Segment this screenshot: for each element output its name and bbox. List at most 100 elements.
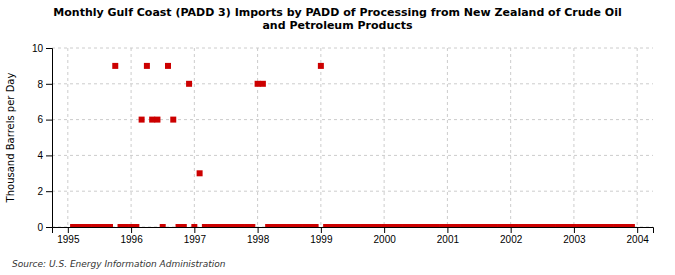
- point: [460, 224, 466, 227]
- grid-line-x: [320, 48, 321, 227]
- y-tick: 4: [37, 150, 52, 161]
- x-tick-label: 2003: [563, 234, 586, 245]
- y-tick-label: 4: [37, 150, 43, 161]
- grid: [52, 48, 653, 227]
- y-tick: 6: [37, 114, 52, 125]
- grid-line-y: [52, 191, 653, 192]
- point: [444, 224, 450, 227]
- point: [465, 224, 471, 227]
- grid-line-x: [573, 48, 574, 227]
- x-tick-mark: [511, 227, 512, 233]
- point: [260, 81, 266, 87]
- y-axis-line: [46, 49, 53, 228]
- point: [255, 81, 261, 87]
- point: [407, 224, 413, 227]
- point: [139, 117, 145, 123]
- point: [497, 224, 503, 227]
- x-tick: 2003: [563, 227, 586, 245]
- x-tick-mark: [194, 227, 195, 233]
- point: [376, 224, 382, 227]
- point: [323, 224, 329, 227]
- point: [339, 224, 345, 227]
- x-tick-label: 2000: [374, 234, 397, 245]
- point: [86, 224, 92, 227]
- point: [587, 224, 593, 227]
- point: [450, 224, 456, 227]
- point: [502, 224, 508, 227]
- point: [297, 224, 303, 227]
- point: [576, 224, 582, 227]
- point: [523, 224, 529, 227]
- point: [571, 224, 577, 227]
- point: [481, 224, 487, 227]
- point: [234, 224, 240, 227]
- x-axis-line: [53, 228, 654, 234]
- point: [592, 224, 598, 227]
- y-tick-mark: [46, 227, 52, 228]
- point: [608, 224, 614, 227]
- grid-line-y: [52, 83, 653, 84]
- y-tick-mark: [46, 155, 52, 156]
- point: [487, 224, 493, 227]
- point: [518, 224, 524, 227]
- point: [207, 224, 213, 227]
- point: [123, 224, 129, 227]
- point: [529, 224, 535, 227]
- point: [96, 224, 102, 227]
- x-tick-mark: [321, 227, 322, 233]
- y-tick-label: 6: [37, 114, 43, 125]
- title-line: and Petroleum Products: [262, 19, 413, 32]
- grid-line-x: [510, 48, 511, 227]
- point: [270, 224, 276, 227]
- x-tick: 1997: [184, 227, 207, 245]
- x-tick-label: 2002: [500, 234, 523, 245]
- x-tick-label: 1995: [57, 234, 80, 245]
- grid-line-x: [131, 48, 132, 227]
- point: [133, 224, 139, 227]
- y-tick: 10: [32, 43, 52, 54]
- point: [603, 224, 609, 227]
- point: [613, 224, 619, 227]
- x-tick-label: 2001: [437, 234, 460, 245]
- point: [276, 224, 282, 227]
- y-tick: 0: [37, 222, 52, 233]
- point: [624, 224, 630, 227]
- point: [392, 224, 398, 227]
- point: [191, 224, 197, 227]
- title: Monthly Gulf Coast (PADD 3) Imports by P…: [53, 6, 621, 32]
- x-tick: 1995: [57, 227, 80, 245]
- x-tick-mark: [637, 227, 638, 233]
- point: [154, 117, 160, 123]
- y-tick-label: 10: [32, 43, 44, 54]
- source: Source: U.S. Energy Information Administ…: [12, 259, 226, 269]
- point: [550, 224, 556, 227]
- point: [508, 224, 514, 227]
- point: [307, 224, 313, 227]
- y-tick-label: 8: [37, 79, 43, 90]
- x-tick-label: 1998: [247, 234, 270, 245]
- y-tick-label: 2: [37, 186, 43, 197]
- point: [423, 224, 429, 227]
- point: [371, 224, 377, 227]
- plot: 1995199619971998199920002001200220032004…: [32, 43, 654, 245]
- point: [170, 117, 176, 123]
- point: [360, 224, 366, 227]
- x-tick-mark: [68, 227, 69, 233]
- point: [476, 224, 482, 227]
- grid-line-y: [52, 48, 653, 49]
- point: [112, 63, 118, 69]
- point: [344, 224, 350, 227]
- point: [292, 224, 298, 227]
- chart: Monthly Gulf Coast (PADD 3) Imports by P…: [0, 0, 675, 275]
- grid-line-x: [384, 48, 385, 227]
- point: [492, 224, 498, 227]
- point: [318, 63, 324, 69]
- point: [618, 224, 624, 227]
- point: [418, 224, 424, 227]
- x-tick-mark: [258, 227, 259, 233]
- point: [186, 81, 192, 87]
- point: [218, 224, 224, 227]
- point: [75, 224, 81, 227]
- point: [397, 224, 403, 227]
- x-tick: 2001: [437, 227, 460, 245]
